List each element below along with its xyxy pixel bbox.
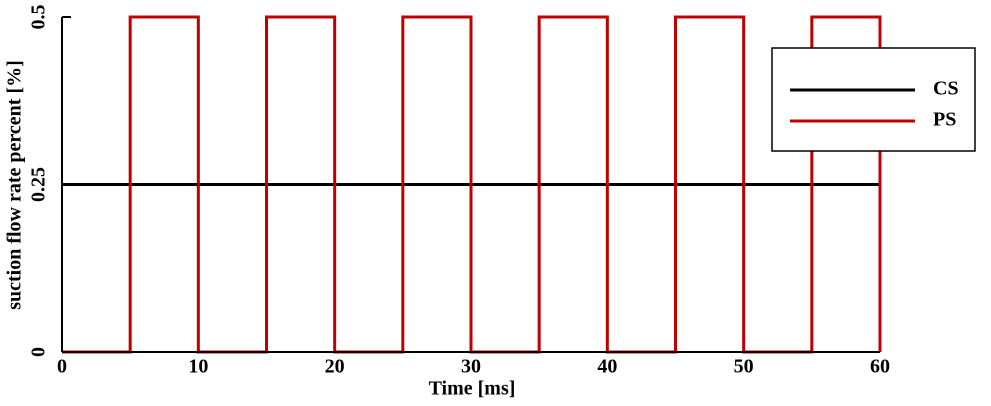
y-axis-label: suction flow rate percent [%] bbox=[4, 60, 26, 310]
y-tick-label: 0.5 bbox=[28, 5, 50, 30]
legend-label: PS bbox=[933, 109, 956, 131]
x-tick-label: 30 bbox=[461, 356, 481, 378]
x-tick-label: 50 bbox=[734, 356, 754, 378]
x-axis-label: Time [ms] bbox=[429, 378, 516, 400]
x-tick-label: 20 bbox=[325, 356, 345, 378]
legend-label: CS bbox=[933, 78, 959, 100]
x-tick-label: 40 bbox=[597, 356, 617, 378]
y-tick-label: 0.25 bbox=[28, 167, 50, 202]
x-tick-label: 10 bbox=[188, 356, 208, 378]
x-tick-label: 0 bbox=[57, 356, 67, 378]
x-tick-label: 60 bbox=[870, 356, 890, 378]
y-tick-label: 0 bbox=[28, 347, 50, 357]
legend-box bbox=[771, 47, 976, 152]
